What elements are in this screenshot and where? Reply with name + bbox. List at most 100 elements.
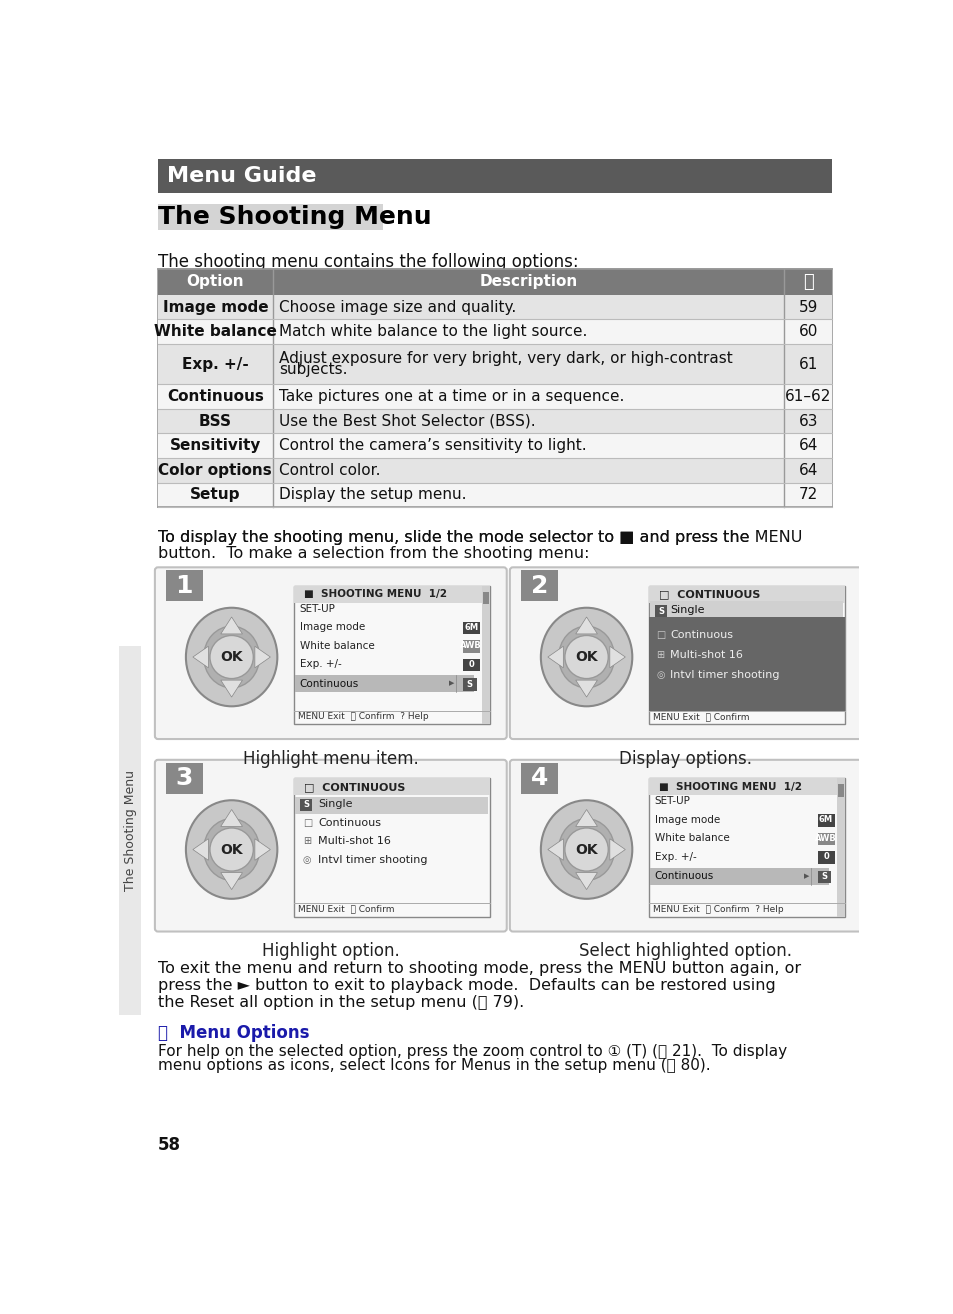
Text: ⓦ  Menu Options: ⓦ Menu Options — [158, 1024, 309, 1042]
Bar — [817, 851, 834, 863]
Text: Control color.: Control color. — [278, 463, 380, 478]
Ellipse shape — [204, 627, 259, 687]
Text: 6M: 6M — [818, 816, 832, 824]
Text: AWB: AWB — [814, 834, 836, 842]
Text: OK: OK — [575, 842, 598, 857]
Text: SET-UP: SET-UP — [654, 796, 690, 807]
Text: 59: 59 — [798, 300, 817, 314]
Bar — [481, 586, 489, 724]
Text: MENU Exit  ⒪ Confirm: MENU Exit ⒪ Confirm — [653, 712, 749, 721]
FancyBboxPatch shape — [154, 568, 506, 738]
Text: ◎: ◎ — [656, 670, 664, 681]
Text: For help on the selected option, press the zoom control to ① (T) (ⓦ 21).  To dis: For help on the selected option, press t… — [158, 1043, 786, 1059]
Bar — [836, 778, 843, 917]
Bar — [294, 778, 489, 917]
Text: BSS: BSS — [198, 414, 232, 428]
Text: Highlight menu item.: Highlight menu item. — [243, 750, 418, 767]
Bar — [462, 678, 476, 691]
FancyBboxPatch shape — [509, 568, 861, 738]
Text: OK: OK — [220, 842, 243, 857]
Bar — [654, 604, 666, 616]
Text: Use the Best Shot Selector (BSS).: Use the Best Shot Selector (BSS). — [278, 414, 535, 428]
Text: 60: 60 — [798, 325, 817, 339]
Bar — [166, 570, 203, 602]
Text: 61: 61 — [798, 356, 817, 372]
Bar — [299, 799, 312, 811]
Text: Match white balance to the light source.: Match white balance to the light source. — [278, 325, 587, 339]
Bar — [649, 867, 828, 884]
Bar — [294, 675, 474, 692]
Text: □: □ — [303, 817, 312, 828]
Circle shape — [564, 828, 608, 871]
Text: 3: 3 — [175, 766, 193, 790]
Text: 0: 0 — [468, 660, 474, 669]
Circle shape — [210, 828, 253, 871]
Bar — [158, 482, 831, 507]
Text: Display options.: Display options. — [618, 750, 752, 767]
Polygon shape — [220, 681, 242, 696]
Text: Single: Single — [670, 604, 704, 615]
Text: To display the shooting menu, slide the mode selector to ■ and press the: To display the shooting menu, slide the … — [158, 531, 754, 545]
Text: Continuous: Continuous — [318, 817, 381, 828]
Text: 64: 64 — [798, 438, 817, 453]
Text: subjects.: subjects. — [278, 361, 347, 377]
Text: Adjust exposure for very bright, very dark, or high-contrast: Adjust exposure for very bright, very da… — [278, 351, 732, 367]
Bar — [649, 602, 842, 618]
Text: Multi-shot 16: Multi-shot 16 — [670, 650, 742, 660]
Bar — [520, 763, 558, 794]
Polygon shape — [193, 838, 208, 861]
Text: □  CONTINUOUS: □ CONTINUOUS — [659, 589, 760, 599]
Text: Single: Single — [318, 799, 353, 809]
Bar — [648, 616, 843, 711]
Text: White balance: White balance — [153, 325, 276, 339]
Text: 6M: 6M — [463, 623, 477, 632]
Polygon shape — [220, 618, 242, 633]
Text: Sensitivity: Sensitivity — [170, 438, 261, 453]
Text: Highlight option.: Highlight option. — [262, 942, 399, 961]
Text: 1: 1 — [175, 574, 193, 598]
Text: Choose image size and quality.: Choose image size and quality. — [278, 300, 516, 314]
Polygon shape — [220, 872, 242, 890]
Text: Image mode: Image mode — [162, 300, 268, 314]
Bar — [158, 384, 831, 409]
Bar — [294, 778, 489, 795]
Text: □  CONTINUOUS: □ CONTINUOUS — [304, 782, 405, 792]
Ellipse shape — [558, 627, 614, 687]
Text: 2: 2 — [530, 574, 547, 598]
Text: 4: 4 — [530, 766, 547, 790]
Text: Control the camera’s sensitivity to light.: Control the camera’s sensitivity to ligh… — [278, 438, 586, 453]
Bar — [166, 763, 203, 794]
Bar — [158, 409, 831, 434]
Text: Setup: Setup — [190, 487, 240, 502]
Polygon shape — [547, 646, 562, 668]
Text: menu options as icons, select Icons for Menus in the setup menu (ⓦ 80).: menu options as icons, select Icons for … — [158, 1058, 710, 1072]
Text: Continuous: Continuous — [167, 389, 264, 403]
Text: S: S — [658, 607, 663, 616]
Text: ■  SHOOTING MENU  1/2: ■ SHOOTING MENU 1/2 — [659, 782, 801, 792]
Text: the Reset all option in the setup menu (ⓦ 79).: the Reset all option in the setup menu (… — [158, 995, 524, 1009]
Bar — [648, 778, 843, 795]
Text: ⊞: ⊞ — [656, 650, 663, 660]
Text: ▶: ▶ — [802, 872, 808, 879]
Bar — [158, 319, 831, 344]
Bar — [520, 570, 558, 602]
Polygon shape — [575, 872, 597, 890]
Bar — [294, 586, 489, 603]
Text: □: □ — [656, 631, 665, 640]
Circle shape — [564, 636, 608, 678]
Bar — [482, 593, 488, 604]
Text: The Shooting Menu: The Shooting Menu — [124, 770, 136, 891]
Bar — [837, 784, 843, 796]
Polygon shape — [254, 838, 270, 861]
Polygon shape — [575, 681, 597, 696]
Text: Display the setup menu.: Display the setup menu. — [278, 487, 466, 502]
Ellipse shape — [540, 608, 632, 707]
Text: To display the shooting menu, slide the mode selector to ■ and press the MENU: To display the shooting menu, slide the … — [158, 531, 801, 545]
Bar — [817, 815, 834, 827]
Polygon shape — [575, 809, 597, 827]
Text: Select highlighted option.: Select highlighted option. — [578, 942, 791, 961]
Bar — [158, 344, 831, 384]
Bar — [158, 268, 831, 294]
Text: Exp. +/-: Exp. +/- — [654, 851, 696, 862]
Polygon shape — [193, 646, 208, 668]
